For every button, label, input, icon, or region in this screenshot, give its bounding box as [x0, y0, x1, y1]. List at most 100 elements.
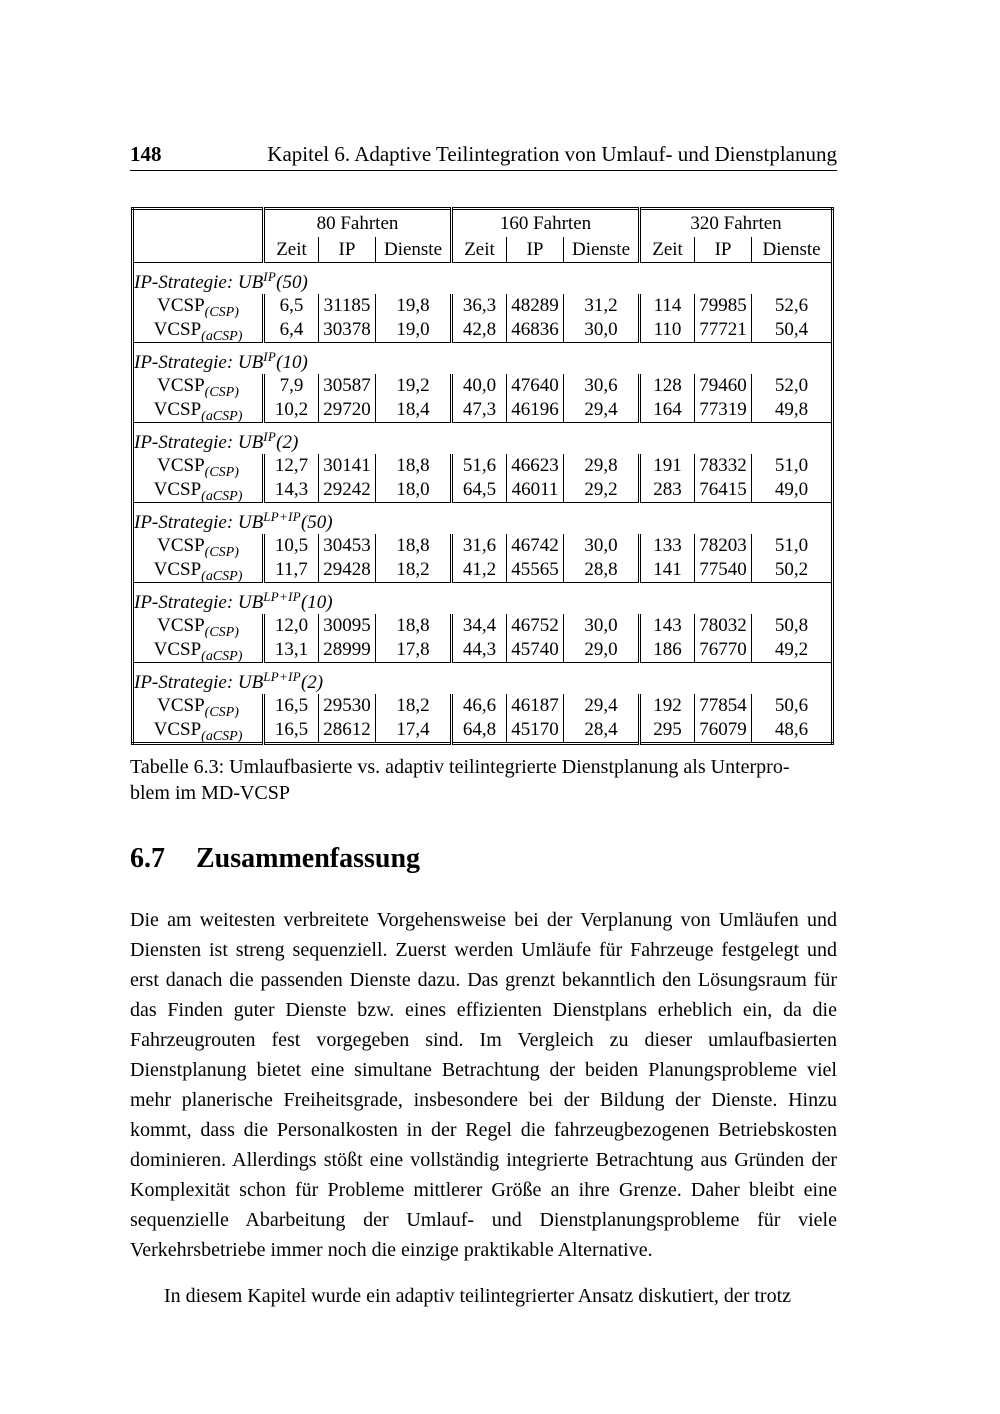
strategy-suffix: (2) — [300, 672, 324, 693]
table-row: VCSP(CSP) 16,5 29530 18,2 46,6 46187 29,4 192 77… — [133, 694, 833, 718]
value-cell: 45170 — [506, 718, 564, 744]
table-row: VCSP(aCSP) 16,5 28612 17,4 64,8 45170 28,4 295 7… — [133, 718, 833, 744]
value-cell: 18,2 — [375, 694, 452, 718]
strategy-cell: IP-Strategie: UBLP+IP(50) — [133, 503, 833, 535]
corner-cell — [133, 209, 264, 238]
row-label-subscript: (aCSP) — [201, 489, 243, 503]
value-cell: 12,7 — [262, 454, 319, 478]
value-cell: 50,4 — [751, 318, 833, 343]
value-cell: 78332 — [694, 454, 752, 478]
row-label: VCSP(aCSP) — [132, 638, 264, 663]
value-cell: 6,4 — [262, 318, 319, 343]
row-label-subscript: (aCSP) — [201, 329, 243, 343]
value-cell: 46623 — [506, 454, 564, 478]
value-cell: 40,0 — [450, 374, 507, 398]
strategy-superscript: IP — [263, 269, 277, 284]
strategy-superscript: IP — [263, 429, 277, 444]
value-cell: 51,0 — [751, 534, 833, 558]
row-label-subscript: (aCSP) — [201, 649, 243, 663]
value-cell: 46752 — [506, 614, 564, 638]
row-label-subscript: (aCSP) — [201, 569, 243, 583]
row-label-subscript: (aCSP) — [201, 729, 243, 744]
header-row-sub: Zeit IP Dienste Zeit IP Dienste Zeit IP … — [132, 237, 833, 263]
value-cell: 41,2 — [450, 558, 507, 583]
row-label-subscript: (CSP) — [204, 705, 239, 718]
value-cell: 45565 — [506, 558, 564, 583]
row-label: VCSP(CSP) — [133, 614, 264, 638]
value-cell: 114 — [638, 294, 695, 318]
strategy-row: IP-Strategie: UBIP(2) — [133, 423, 833, 455]
table-caption: Tabelle 6.3: Umlaufbasierte vs. adaptiv … — [130, 754, 837, 806]
chapter-title: Kapitel 6. Adaptive Teilintegration von … — [267, 142, 837, 166]
strategy-prefix: IP-Strategie: UB — [134, 272, 264, 293]
value-cell: 44,3 — [450, 638, 507, 663]
value-cell: 143 — [638, 614, 695, 638]
corner-cell-sub — [132, 237, 264, 263]
value-cell: 45740 — [506, 638, 564, 663]
table-row: VCSP(CSP) 7,9 30587 19,2 40,0 47640 30,6 128 794… — [133, 374, 833, 398]
value-cell: 52,6 — [751, 294, 833, 318]
value-cell: 6,5 — [262, 294, 319, 318]
value-cell: 31,2 — [562, 294, 640, 318]
strategy-row: IP-Strategie: UBIP(10) — [133, 343, 833, 375]
value-cell: 49,8 — [751, 398, 833, 423]
strategy-suffix: (50) — [276, 272, 308, 293]
value-cell: 46742 — [506, 534, 564, 558]
column-group-160-fahrten: 160 Fahrten — [449, 208, 640, 237]
paragraph: In diesem Kapitel wurde ein adaptiv teil… — [164, 1285, 792, 1307]
row-label-base: VCSP — [153, 399, 202, 420]
value-cell: 48,6 — [751, 718, 833, 744]
strategy-suffix: (2) — [276, 432, 299, 453]
value-cell: 12,0 — [262, 614, 319, 638]
header-rule — [130, 170, 837, 171]
column-group-320-fahrten: 320 Fahrten — [638, 208, 833, 237]
value-cell: 46836 — [506, 318, 564, 343]
column-header-ip: IP — [318, 237, 376, 263]
value-cell: 295 — [638, 718, 695, 744]
value-cell: 34,4 — [450, 614, 507, 638]
value-cell: 51,0 — [751, 454, 833, 478]
section-heading: 6.7 Zusammenfassung — [130, 843, 837, 875]
running-header: 148 Kapitel 6. Adaptive Teilintegration … — [130, 142, 837, 167]
value-cell: 17,4 — [375, 718, 452, 744]
value-cell: 30,0 — [562, 614, 640, 638]
caption-line: blem im MD-VCSP — [130, 782, 291, 804]
strategy-row: IP-Strategie: UBLP+IP(50) — [133, 503, 833, 535]
table-row: VCSP(aCSP) 14,3 29242 18,0 64,5 46011 29,2 283 7… — [132, 478, 833, 503]
value-cell: 30587 — [318, 374, 376, 398]
strategy-prefix: IP-Strategie: UB — [134, 512, 264, 533]
value-cell: 78203 — [694, 534, 752, 558]
row-label: VCSP(CSP) — [133, 374, 264, 398]
strategy-superscript: LP+IP — [263, 589, 301, 604]
value-cell: 31,6 — [450, 534, 507, 558]
row-label-base: VCSP — [157, 615, 205, 636]
strategy-suffix: (10) — [276, 352, 308, 373]
strategy-prefix: IP-Strategie: UB — [134, 672, 264, 693]
table-row: VCSP(CSP) 12,0 30095 18,8 34,4 46752 30,0 143 78… — [133, 614, 833, 638]
row-label-base: VCSP — [153, 479, 202, 500]
column-header-zeit: Zeit — [450, 237, 507, 263]
row-label-base: VCSP — [157, 695, 205, 716]
column-group-80-fahrten: 80 Fahrten — [262, 208, 452, 237]
value-cell: 133 — [638, 534, 695, 558]
strategy-row: IP-Strategie: UBLP+IP(2) — [133, 663, 833, 695]
value-cell: 10,2 — [262, 398, 319, 423]
value-cell: 141 — [638, 558, 695, 583]
row-label-base: VCSP — [157, 535, 205, 556]
value-cell: 29530 — [318, 694, 376, 718]
strategy-cell: IP-Strategie: UBIP(50) — [133, 263, 833, 295]
value-cell: 28999 — [318, 638, 376, 663]
value-cell: 78032 — [694, 614, 752, 638]
value-cell: 77854 — [694, 694, 752, 718]
value-cell: 47,3 — [450, 398, 507, 423]
value-cell: 17,8 — [375, 638, 452, 663]
strategy-superscript: IP — [263, 349, 277, 364]
value-cell: 50,8 — [751, 614, 833, 638]
strategy-suffix: (10) — [300, 592, 333, 613]
value-cell: 76415 — [694, 478, 752, 503]
value-cell: 76079 — [694, 718, 752, 744]
value-cell: 30141 — [318, 454, 376, 478]
row-label: VCSP(aCSP) — [132, 318, 264, 343]
row-label: VCSP(aCSP) — [132, 398, 264, 423]
